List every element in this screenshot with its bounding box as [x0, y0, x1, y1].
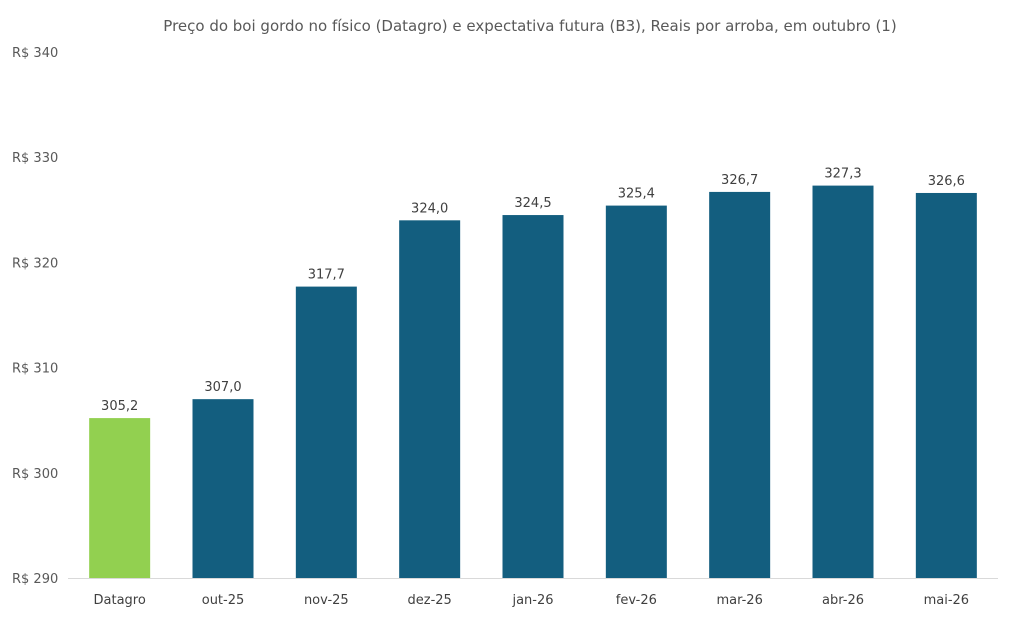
data-label-mar-26: 326,7: [721, 173, 758, 188]
y-tick-label: R$ 290: [12, 572, 58, 587]
bar-jan-26: [502, 215, 564, 578]
x-tick-label-jan-26: jan-26: [511, 593, 553, 608]
data-label-out-25: 307,0: [204, 380, 241, 395]
data-label-mai-26: 326,6: [928, 174, 965, 189]
bars: [89, 185, 977, 579]
bar-nov-25: [295, 286, 357, 578]
x-axis: Datagro out-25 nov-25 dez-25 jan-26 fev-26 mar…: [94, 593, 970, 608]
chart-title: Preço do boi gordo no físico (Datagro) e…: [163, 17, 896, 35]
bar-dez-25: [399, 220, 461, 578]
y-axis: R$ 290 R$ 300 R$ 310 R$ 320 R$ 330 R$ 340: [12, 46, 58, 587]
x-tick-label-mar-26: mar-26: [716, 593, 762, 608]
bar-mar-26: [709, 191, 771, 578]
x-tick-label-out-25: out-25: [202, 593, 245, 608]
y-tick-label: R$ 330: [12, 151, 58, 166]
x-tick-label-abr-26: abr-26: [822, 593, 864, 608]
x-tick-label-Datagro: Datagro: [94, 593, 146, 608]
bar-fev-26: [605, 205, 667, 579]
bar-abr-26: [812, 185, 874, 578]
bar-mai-26: [915, 192, 977, 578]
x-tick-label-mai-26: mai-26: [924, 593, 969, 608]
data-label-Datagro: 305,2: [101, 399, 138, 414]
data-label-abr-26: 327,3: [824, 167, 861, 182]
x-tick-label-fev-26: fev-26: [616, 593, 657, 608]
y-tick-label: R$ 300: [12, 467, 58, 482]
bar-out-25: [192, 399, 254, 578]
y-tick-label: R$ 340: [12, 46, 58, 61]
bar-Datagro: [89, 418, 151, 578]
x-tick-label-dez-25: dez-25: [408, 593, 452, 608]
y-tick-label: R$ 320: [12, 256, 58, 271]
y-tick-label: R$ 310: [12, 362, 58, 377]
x-tick-label-nov-25: nov-25: [304, 593, 349, 608]
data-label-dez-25: 324,0: [411, 201, 448, 216]
data-label-jan-26: 324,5: [514, 196, 551, 211]
data-label-nov-25: 317,7: [308, 268, 345, 283]
data-label-fev-26: 325,4: [618, 187, 655, 202]
data-labels: 305,2 307,0 317,7 324,0 324,5 325,4 326,7 327,3…: [101, 167, 965, 414]
